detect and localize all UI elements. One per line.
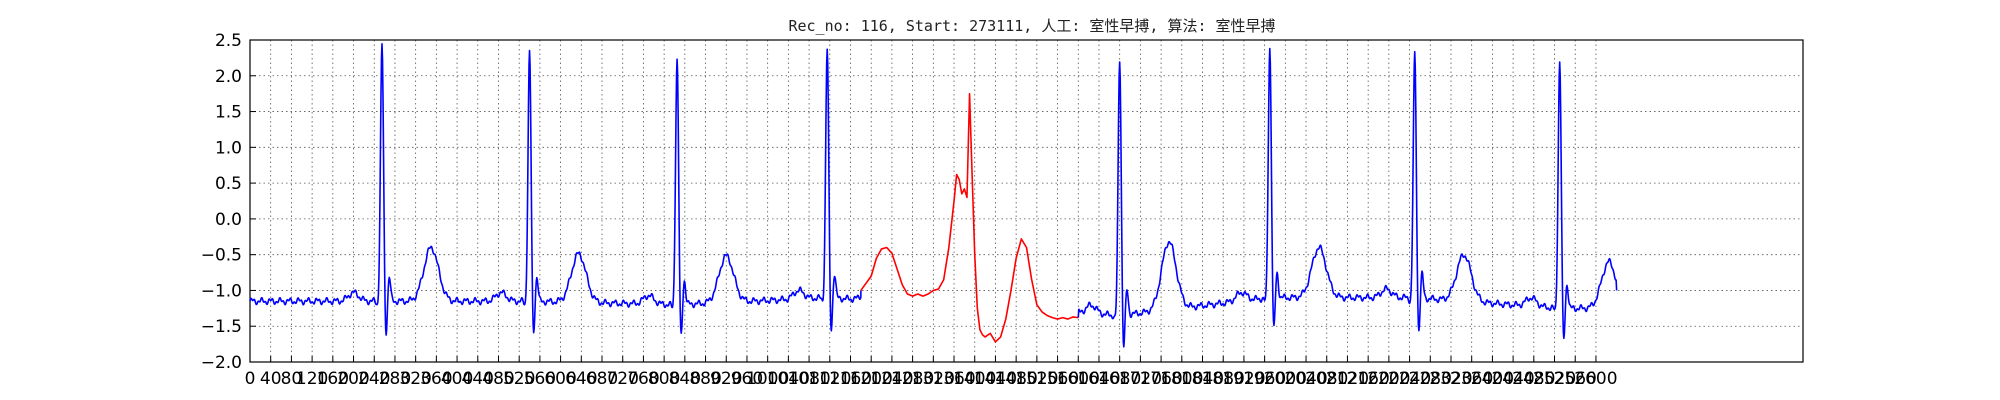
x-tick-label: 960: [731, 369, 763, 389]
x-tick-label: 1640: [1077, 369, 1120, 389]
x-tick-label: 2480: [1512, 369, 1555, 389]
y-tick-label: 1.0: [215, 138, 242, 158]
x-tick-label: 2280: [1409, 369, 1452, 389]
x-tick-label: 320: [399, 369, 431, 389]
x-tick-label: 160: [317, 369, 349, 389]
x-tick-label: 1000: [746, 369, 789, 389]
x-tick-label: 2600: [1574, 369, 1617, 389]
x-tick-label: 1440: [974, 369, 1017, 389]
x-tick-label: 680: [586, 369, 618, 389]
y-tick-label: 0.0: [215, 210, 242, 230]
y-tick-label: 1.5: [215, 103, 242, 123]
x-tick-label: 800: [648, 369, 680, 389]
x-tick-label: 560: [524, 369, 556, 389]
x-tick-label: 1080: [787, 369, 830, 389]
x-axis: 0 40 8012016020024028032036040044048052056…: [245, 356, 1618, 389]
y-tick-label: −1.0: [201, 281, 242, 301]
x-tick-label: 200: [337, 369, 369, 389]
x-tick-label: 1320: [912, 369, 955, 389]
y-tick-label: −2.0: [201, 353, 242, 373]
x-tick-label: 1240: [870, 369, 913, 389]
x-tick-label: 1800: [1160, 369, 1203, 389]
x-tick-label: 360: [420, 369, 452, 389]
x-tick-label: 480: [482, 369, 514, 389]
x-tick-label: 840: [669, 369, 701, 389]
x-tick-label: 2120: [1326, 369, 1369, 389]
x-tick-label: 1520: [1015, 369, 1058, 389]
x-tick-label: 2520: [1533, 369, 1576, 389]
highlight-series-line: [860, 92, 1079, 343]
x-tick-label: 400: [441, 369, 473, 389]
x-tick-label: 1760: [1139, 369, 1182, 389]
grid-lines: [249, 39, 1803, 363]
x-tick-label: 120: [296, 369, 328, 389]
x-tick-label: 1840: [1181, 369, 1224, 389]
x-tick-label: 280: [379, 369, 411, 389]
x-tick-label: 1880: [1202, 369, 1245, 389]
x-tick-label: 2560: [1554, 369, 1597, 389]
x-tick-label: 2320: [1429, 369, 1472, 389]
x-tick-label: 80: [281, 369, 303, 389]
x-tick-label: 1120: [808, 369, 851, 389]
x-tick-label: 2440: [1491, 369, 1534, 389]
series-group: [249, 42, 1618, 348]
x-tick-label: 2360: [1450, 369, 1493, 389]
x-tick-label: 1280: [891, 369, 934, 389]
y-tick-label: −1.5: [201, 317, 242, 337]
x-tick-label: 2400: [1471, 369, 1514, 389]
x-tick-label: 1360: [932, 369, 975, 389]
x-tick-label: 1160: [829, 369, 872, 389]
x-tick-label: 1040: [767, 369, 810, 389]
y-tick-label: 2.5: [215, 31, 242, 51]
x-tick-label: 920: [710, 369, 742, 389]
x-tick-label: 1720: [1119, 369, 1162, 389]
x-tick-label: 0: [245, 369, 256, 389]
x-tick-label: 2000: [1264, 369, 1307, 389]
x-tick-label: 880: [689, 369, 721, 389]
x-tick-label: 1600: [1057, 369, 1100, 389]
x-tick-label: 2040: [1284, 369, 1327, 389]
x-tick-label: 2160: [1347, 369, 1390, 389]
x-tick-label: 640: [565, 369, 597, 389]
x-tick-label: 760: [627, 369, 659, 389]
normal-series-line-segment-1: [249, 42, 862, 336]
x-tick-label: 1200: [850, 369, 893, 389]
y-tick-label: −0.5: [201, 246, 242, 266]
x-tick-label: 1480: [995, 369, 1038, 389]
x-tick-label: 2240: [1388, 369, 1431, 389]
x-tick-label: 2200: [1367, 369, 1410, 389]
x-tick-label: 520: [503, 369, 535, 389]
x-tick-label: 1960: [1243, 369, 1286, 389]
x-tick-label: 240: [358, 369, 390, 389]
y-tick-label: 2.0: [215, 67, 242, 87]
x-tick-label: 600: [544, 369, 576, 389]
plot-frame: [249, 39, 1804, 363]
y-axis: −2.0 −1.5 −1.0 −0.5 0.0 0.5 1.0 1.5 2.0 2.5: [201, 31, 256, 373]
x-tick-label: 1680: [1098, 369, 1141, 389]
x-tick-label: 1920: [1222, 369, 1265, 389]
x-tick-label: 720: [606, 369, 638, 389]
x-tick-label: 40: [260, 369, 282, 389]
x-tick-label: 440: [462, 369, 494, 389]
x-tick-label: 2080: [1305, 369, 1348, 389]
x-tick-label: 1400: [953, 369, 996, 389]
y-tick-label: 0.5: [215, 174, 242, 194]
normal-series-line-segment-2: [1077, 47, 1618, 348]
chart-title: Rec_no: 116, Start: 273111, 人工: 室性早搏, 算法…: [788, 17, 1275, 35]
x-tick-label: 1560: [1036, 369, 1079, 389]
